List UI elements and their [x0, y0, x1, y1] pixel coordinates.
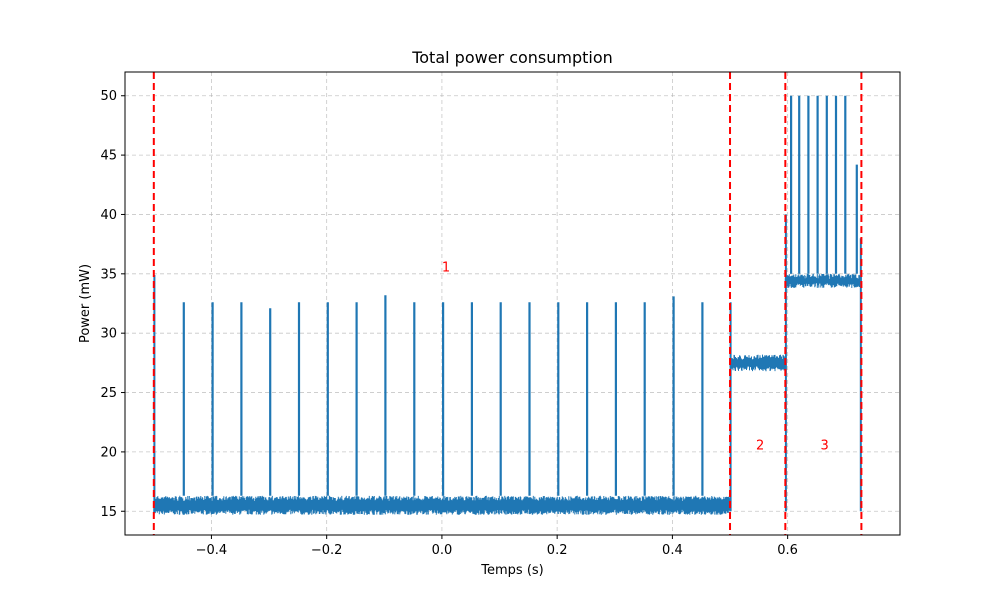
- x-tick-label: 0.4: [662, 543, 683, 558]
- region-label: 1: [442, 260, 450, 275]
- chart-title: Total power consumption: [411, 48, 613, 67]
- y-axis-label: Power (mW): [78, 264, 93, 343]
- x-tick-label: 0.6: [777, 543, 798, 558]
- y-tick-label: 50: [100, 89, 117, 104]
- region-label: 2: [756, 439, 764, 454]
- x-tick-label: −0.2: [311, 543, 343, 558]
- y-tick-label: 25: [100, 386, 117, 401]
- y-tick-label: 15: [100, 505, 117, 520]
- x-tick-label: 0.0: [432, 543, 453, 558]
- boundary-layer: [152, 72, 863, 535]
- y-tick-label: 45: [100, 149, 117, 164]
- y-tick-label: 35: [100, 267, 117, 282]
- series-layer: [153, 95, 862, 515]
- x-tick-label: −0.4: [196, 543, 228, 558]
- region-label-layer: 1 2 3: [442, 260, 829, 453]
- grid-layer: [125, 72, 900, 535]
- y-tick-label: 40: [100, 208, 117, 223]
- y-tick-label: 30: [100, 327, 117, 342]
- x-axis-label: Temps (s): [480, 563, 543, 578]
- y-tick-label: 20: [100, 445, 117, 460]
- plot-frame: [124, 71, 901, 536]
- tick-layer: −0.4 −0.2 0.0 0.2 0.4 0.6 15 20 25 30 35 40 45 50: [100, 89, 798, 558]
- region-label: 3: [820, 439, 828, 454]
- x-tick-label: 0.2: [547, 543, 568, 558]
